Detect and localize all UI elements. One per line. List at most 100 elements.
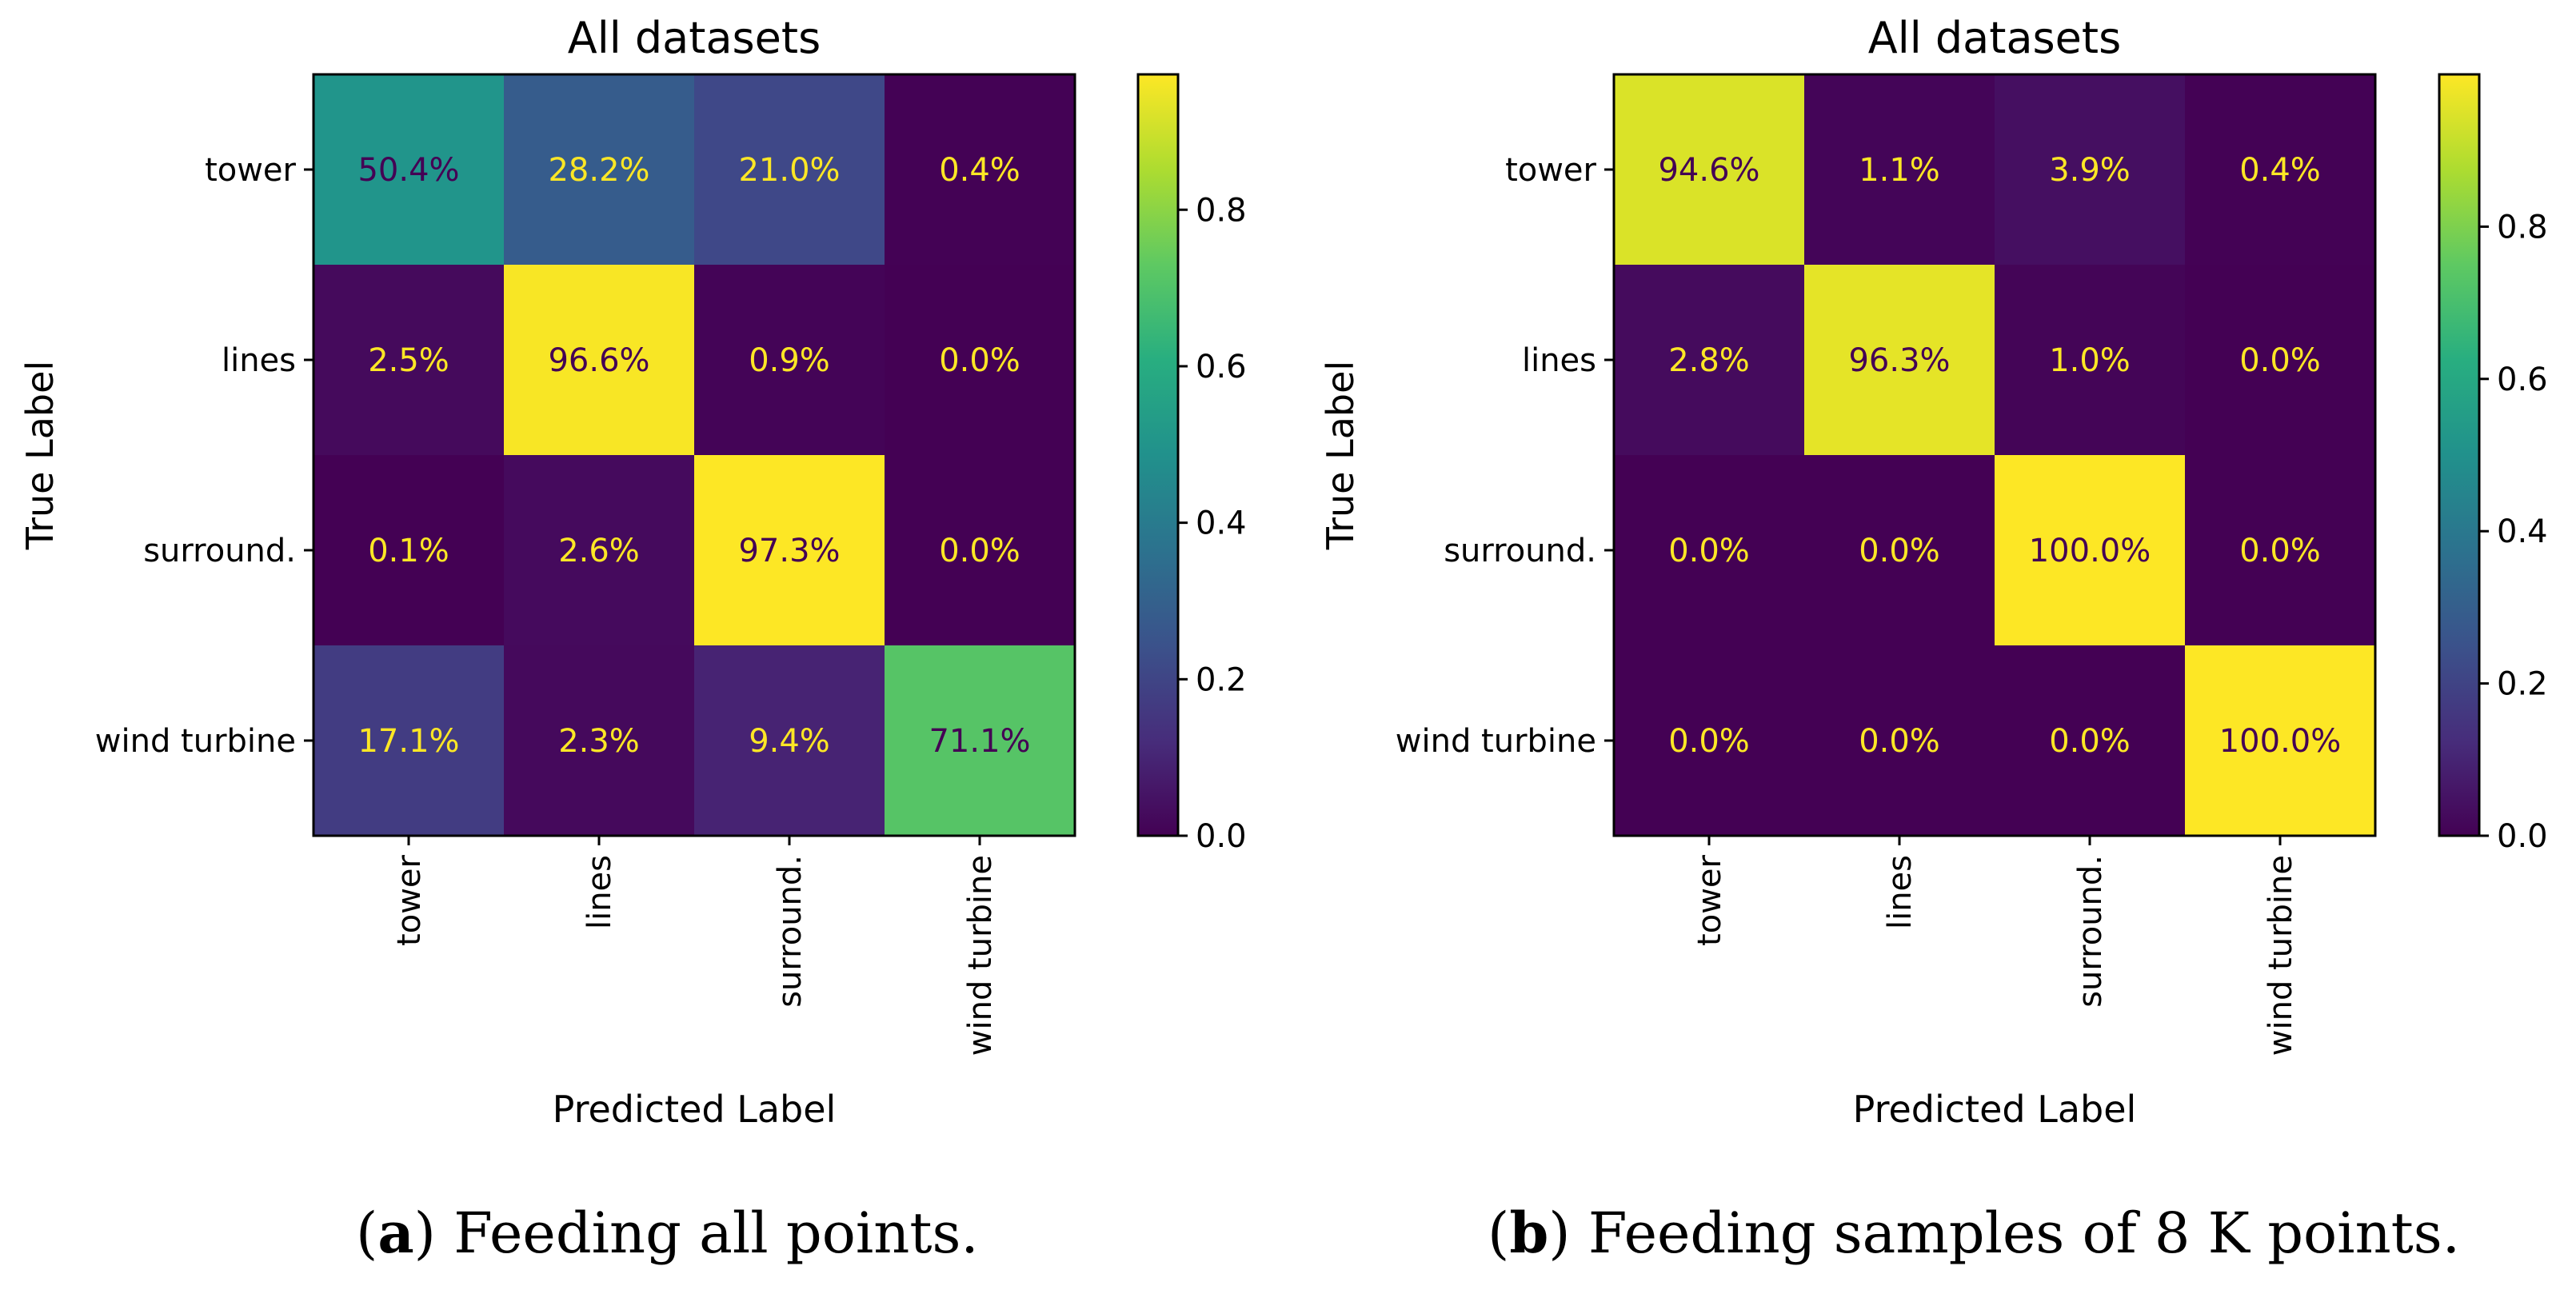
panel-b-cell-label: 0.0% (1859, 723, 1940, 760)
panel-a-cell (504, 74, 695, 266)
panel-a-cell (885, 645, 1076, 837)
panel-b-cell (1995, 265, 2186, 456)
caption-b-letter: b (1509, 1200, 1549, 1266)
panel-b-cell (1804, 455, 1995, 646)
panel-b-x-tick-label: lines (1882, 855, 1919, 929)
panel-a-cell (314, 645, 505, 837)
panel-b-cell (1995, 645, 2186, 837)
panel-a-cell-label: 96.6% (548, 342, 649, 379)
panel-a-cell-label: 0.9% (749, 342, 830, 379)
panel-a-heatmap: 50.4% 28.2% 21.0% 0.4% 2.5% 96.6% 0.9% 0.0% 0.1%… (18, 13, 1247, 1131)
panel-a-cell-label: 2.3% (558, 723, 640, 760)
panel-b-cell-label: 0.0% (2239, 533, 2321, 569)
panel-a-cell (314, 455, 505, 646)
panel-a-cell (504, 455, 695, 646)
panel-a-cell-label: 17.1% (357, 723, 459, 760)
panel-b-cell (2185, 455, 2376, 646)
panel-a-y-tick-label: wind turbine (95, 723, 296, 760)
panel-a-cell (885, 74, 1076, 266)
panel-a-cell (694, 74, 885, 266)
panel-b-cell (1614, 265, 1805, 456)
panel-a-cell (314, 74, 505, 266)
panel-a-colorbar-tick-label: 0.2 (1196, 661, 1247, 698)
panel-a-cell (504, 265, 695, 456)
panel-b-x-tick-label: tower (1691, 854, 1728, 945)
panel-b-cell-label: 0.4% (2239, 152, 2321, 189)
panel-a-colorbar-tick-label: 0.8 (1196, 192, 1247, 229)
panel-a-colorbar-tick-label: 0.0 (1196, 818, 1247, 855)
panel-b-colorbar-tick-label: 0.0 (2497, 818, 2548, 855)
panel-b-cell (1614, 455, 1805, 646)
panel-b-cell (1804, 265, 1995, 456)
panel-a-cell-label: 0.0% (939, 342, 1020, 379)
panel-a-colorbar (1138, 74, 1178, 836)
panel-a-cell-label: 50.4% (357, 152, 459, 189)
panel-a-cell (694, 265, 885, 456)
panel-b-cell-label: 2.8% (1668, 342, 1750, 379)
panel-b-colorbar-tick-label: 0.6 (2497, 361, 2548, 398)
panel-b-cell (1804, 74, 1995, 266)
panel-b-cell (1614, 645, 1805, 837)
caption-b-text: Feeding samples of 8 K points. (1570, 1200, 2460, 1266)
panel-b-x-axis-label: Predicted Label (1853, 1088, 2137, 1131)
panel-b-title: All datasets (1868, 13, 2121, 63)
panel-a-colorbar-tick-label: 0.4 (1196, 505, 1247, 542)
panel-a-cell (885, 455, 1076, 646)
caption-a: (a) Feeding all points. (356, 1200, 979, 1266)
panel-b-colorbar-tick-label: 0.8 (2497, 209, 2548, 246)
panel-b-colorbar-frame (2438, 73, 2481, 837)
panel-b-x-tick-label: wind turbine (2262, 855, 2299, 1056)
panel-a-cell-label: 97.3% (738, 533, 840, 569)
panel-b-cell-label: 94.6% (1658, 152, 1759, 189)
panel-b-cell (2185, 265, 2376, 456)
panel-a-x-tick-label: tower (391, 854, 428, 945)
panel-b-cell-label: 0.0% (2239, 342, 2321, 379)
panel-a-title: All datasets (568, 13, 821, 63)
panel-a-y-tick-label: lines (222, 342, 296, 379)
panel-b-cell-label: 1.1% (1859, 152, 1940, 189)
panel-b-cell (1804, 645, 1995, 837)
panel-a-cell (885, 265, 1076, 456)
panel-b-cell-label: 1.0% (2049, 342, 2131, 379)
panel-b-cell (1995, 74, 2186, 266)
panel-a-colorbar-frame (1136, 73, 1180, 837)
panel-b-colorbar-tick-label: 0.2 (2497, 666, 2548, 703)
panel-a-cell (694, 645, 885, 837)
panel-a-cell-label: 28.2% (548, 152, 649, 189)
panel-b-cell (1995, 455, 2186, 646)
panel-a-y-tick-label: tower (205, 152, 296, 189)
panel-a-cell-label: 9.4% (749, 723, 830, 760)
panel-b-cell-label: 96.3% (1848, 342, 1950, 379)
panel-b-cell (1614, 74, 1805, 266)
panel-a-cell-label: 2.5% (368, 342, 449, 379)
panel-a-cell-label: 0.0% (939, 533, 1020, 569)
panel-b-cell (2185, 74, 2376, 266)
panel-a-cell (314, 265, 505, 456)
panel-b-cell-label: 0.0% (1668, 533, 1750, 569)
panel-b-y-tick-label: lines (1522, 342, 1596, 379)
panel-b-heatmap-frame (1612, 73, 2377, 837)
panel-b-y-tick-label: tower (1505, 152, 1596, 189)
panel-a-colorbar-tick-label: 0.6 (1196, 349, 1247, 385)
panel-b-cell (2185, 645, 2376, 837)
panel-a-cell-label: 21.0% (738, 152, 840, 189)
panel-b-y-tick-label: surround. (1444, 533, 1596, 569)
panel-a-cell-label: 0.4% (939, 152, 1020, 189)
panel-a-x-tick-label: lines (581, 855, 618, 929)
panel-b-cell-label: 0.0% (2049, 723, 2131, 760)
panel-a-y-axis-label: True Label (18, 361, 62, 550)
panel-a-y-tick-label: surround. (143, 533, 296, 569)
panel-b-colorbar-tick-label: 0.4 (2497, 513, 2548, 550)
panel-b-y-axis-label: True Label (1319, 361, 1362, 550)
caption-b: (b) Feeding samples of 8 K points. (1488, 1200, 2460, 1266)
panel-a-x-tick-label: wind turbine (962, 855, 999, 1056)
panel-a-cell-label: 2.6% (558, 533, 640, 569)
panel-b-cell-label: 100.0% (2029, 533, 2151, 569)
panel-b-colorbar (2439, 74, 2479, 836)
panel-a-cell-label: 0.1% (368, 533, 449, 569)
panel-b-y-tick-label: wind turbine (1396, 723, 1596, 760)
panel-b-cell-label: 0.0% (1859, 533, 1940, 569)
panel-b-cell-label: 0.0% (1668, 723, 1750, 760)
